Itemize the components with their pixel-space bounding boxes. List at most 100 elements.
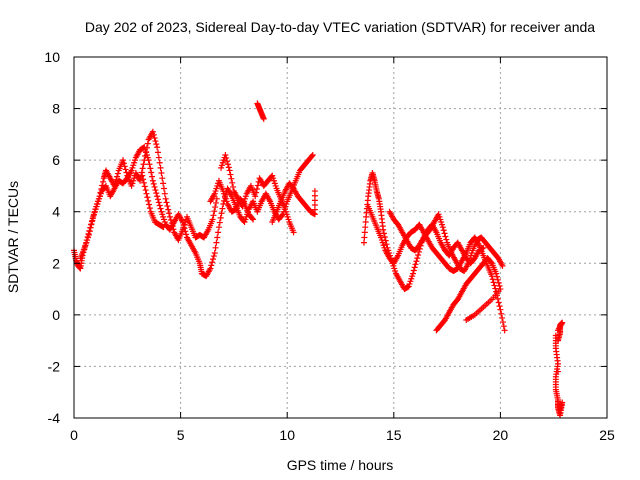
y-tick-label: -4 <box>48 410 61 426</box>
data-point <box>216 219 223 226</box>
x-tick-label: 20 <box>493 427 509 443</box>
series-track-g <box>386 208 487 267</box>
data-point <box>147 165 154 172</box>
y-tick-label: -2 <box>48 358 61 374</box>
data-point <box>493 273 500 280</box>
data-point <box>253 186 260 193</box>
data-point <box>360 239 367 246</box>
data-point <box>86 228 93 235</box>
series-track-h <box>433 255 504 334</box>
data-point <box>500 323 507 330</box>
axis-ticks: 0 5 10 15 20 25 -4 -2 0 2 4 6 8 10 <box>44 49 615 443</box>
data-point <box>120 160 127 167</box>
data-point <box>166 213 173 220</box>
data-point <box>149 128 156 135</box>
data-point <box>441 230 448 237</box>
data-point <box>260 115 267 122</box>
data-point <box>499 319 506 326</box>
data-point <box>144 140 151 147</box>
data-point <box>210 253 217 260</box>
data-point <box>164 203 171 210</box>
data-point <box>224 158 231 165</box>
data-point <box>494 295 501 302</box>
y-tick-label: 2 <box>52 255 60 271</box>
data-point <box>492 285 499 292</box>
data-point <box>413 258 420 265</box>
data-point <box>308 153 315 160</box>
data-point <box>146 161 153 168</box>
data-point <box>181 225 188 232</box>
series-track-i <box>552 319 566 419</box>
data-point <box>409 270 416 277</box>
data-point <box>414 255 421 262</box>
data-point <box>309 151 316 158</box>
data-point <box>252 193 259 200</box>
data-point <box>501 327 508 334</box>
data-point <box>250 216 257 223</box>
data-point <box>160 224 167 231</box>
data-point <box>224 161 231 168</box>
data-point <box>442 233 449 240</box>
data-point <box>217 214 224 221</box>
data-point <box>557 407 564 414</box>
data-point <box>362 219 369 226</box>
data-point <box>151 134 158 141</box>
data-point <box>440 227 447 234</box>
data-point <box>99 178 106 185</box>
data-point <box>158 170 165 177</box>
data-point <box>140 179 147 186</box>
data-point <box>144 194 151 201</box>
grid <box>74 57 607 418</box>
data-point <box>182 228 189 235</box>
y-tick-label: 10 <box>44 49 60 65</box>
data-point <box>149 177 156 184</box>
data-point <box>157 205 164 212</box>
data-point <box>155 199 162 206</box>
data-point <box>87 224 94 231</box>
data-point <box>279 212 286 219</box>
data-point <box>210 212 217 219</box>
data-point <box>494 276 501 283</box>
data-point <box>212 204 219 211</box>
data-point <box>151 183 158 190</box>
y-tick-label: 4 <box>52 204 60 220</box>
data-point <box>150 131 157 138</box>
data-point <box>139 172 146 179</box>
data-point <box>146 205 153 212</box>
data-point <box>215 229 222 236</box>
data-point <box>411 264 418 271</box>
data-point <box>463 317 470 324</box>
data-point <box>153 141 160 148</box>
data-point <box>166 210 173 217</box>
data-point <box>498 310 505 317</box>
data-point <box>122 166 129 173</box>
data-point <box>380 226 387 233</box>
data-point <box>139 165 146 172</box>
data-point <box>114 173 121 180</box>
data-point <box>159 175 166 182</box>
data-point <box>218 210 225 217</box>
data-point <box>499 262 506 269</box>
data-point <box>495 299 502 306</box>
data-point <box>210 256 217 263</box>
data-point <box>155 196 162 203</box>
series-track-f <box>365 203 508 334</box>
data-point <box>207 265 214 272</box>
data-point <box>145 157 152 164</box>
data-point <box>179 219 186 226</box>
data-point <box>163 199 170 206</box>
data-point <box>160 185 167 192</box>
series-track-d <box>254 100 267 122</box>
data-point <box>229 179 236 186</box>
data-point <box>226 167 233 174</box>
data-point <box>383 241 390 248</box>
data-point <box>493 270 500 277</box>
plot-frame <box>73 56 608 419</box>
x-tick-label: 15 <box>386 427 402 443</box>
data-point <box>230 183 237 190</box>
data-point <box>240 199 247 206</box>
data-point <box>412 261 419 268</box>
data-point <box>180 222 187 229</box>
data-point <box>152 187 159 194</box>
data-point <box>154 144 161 151</box>
